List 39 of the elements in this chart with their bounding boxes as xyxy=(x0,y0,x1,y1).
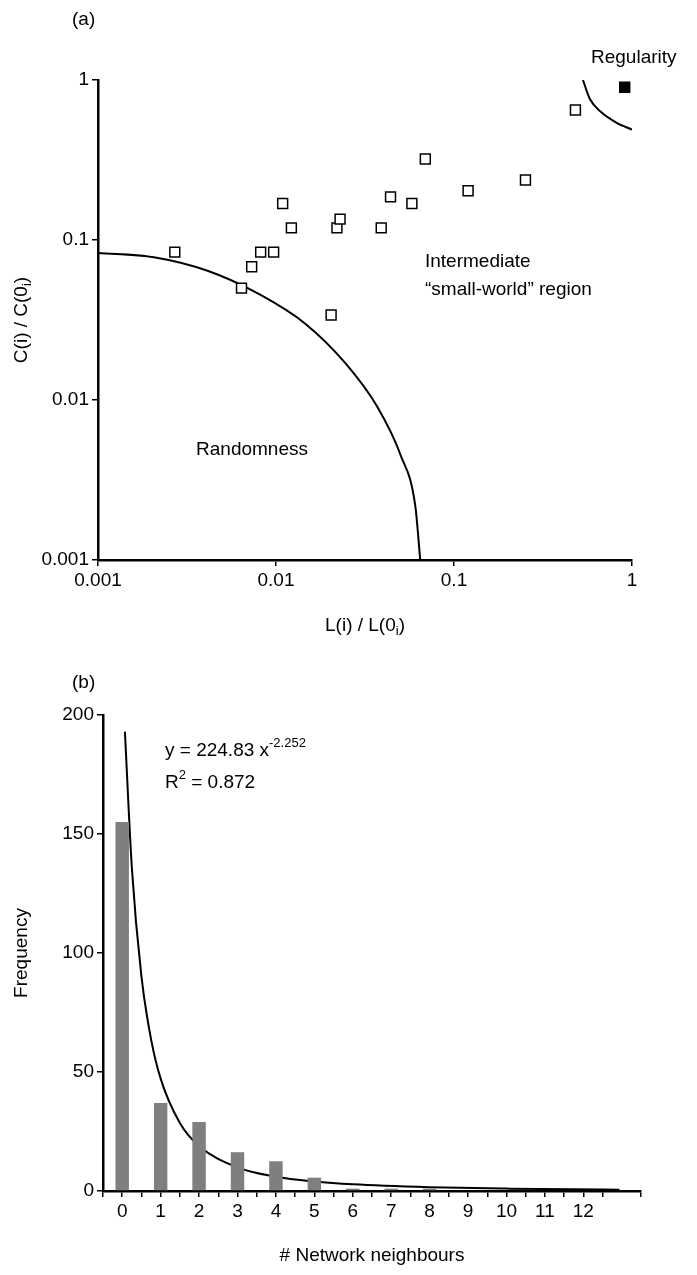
y-axis-title: C(i) / C(0i) xyxy=(10,276,35,364)
x-tick-label: 1 xyxy=(155,1199,166,1221)
annotation: Intermediate “small-world” region xyxy=(425,250,592,300)
x-tick-label: 6 xyxy=(347,1199,359,1221)
x-axis-title: # Network neighbours xyxy=(279,1244,465,1266)
y-axis-title: Frequency xyxy=(10,907,32,998)
bar xyxy=(153,1102,168,1191)
y-tick-label: 0.001 xyxy=(41,548,89,570)
chart-title: (a) xyxy=(72,8,96,30)
chart-title: (b) xyxy=(72,671,96,693)
x-tick-label: 9 xyxy=(462,1199,474,1221)
y-tick-label: 0.1 xyxy=(62,228,89,250)
y-tick-label: 0.01 xyxy=(52,388,89,410)
text: Regularity xyxy=(591,46,678,68)
y-tick-label: 200 xyxy=(62,703,94,725)
bar xyxy=(307,1177,322,1191)
x-tick-label: 2 xyxy=(193,1199,205,1221)
annotation: Randomness xyxy=(196,438,308,460)
bar xyxy=(115,822,129,1191)
x-tick-label: 7 xyxy=(385,1199,397,1221)
x-tick-label: 0.01 xyxy=(257,568,295,590)
y-tick-label: 150 xyxy=(62,822,94,844)
y-tick-label: 0 xyxy=(83,1179,94,1201)
x-tick-label: 12 xyxy=(572,1199,594,1221)
x-tick-label: 4 xyxy=(270,1199,282,1221)
y-tick-label: 1 xyxy=(78,68,89,90)
x-tick-label: 1 xyxy=(626,568,638,590)
x-tick-label: 10 xyxy=(495,1199,518,1221)
y-tick-label: 50 xyxy=(72,1060,94,1082)
y-tick-label: 100 xyxy=(62,941,94,963)
x-tick-label: 3 xyxy=(232,1199,243,1221)
bar xyxy=(230,1152,245,1191)
x-tick-label: 11 xyxy=(535,1199,555,1221)
x-tick-label: 0 xyxy=(116,1199,128,1221)
x-tick-label: 5 xyxy=(309,1199,320,1221)
bar xyxy=(192,1121,206,1191)
bar xyxy=(269,1161,283,1191)
x-tick-label: 0.1 xyxy=(440,568,468,590)
x-tick-label: 8 xyxy=(424,1199,435,1221)
